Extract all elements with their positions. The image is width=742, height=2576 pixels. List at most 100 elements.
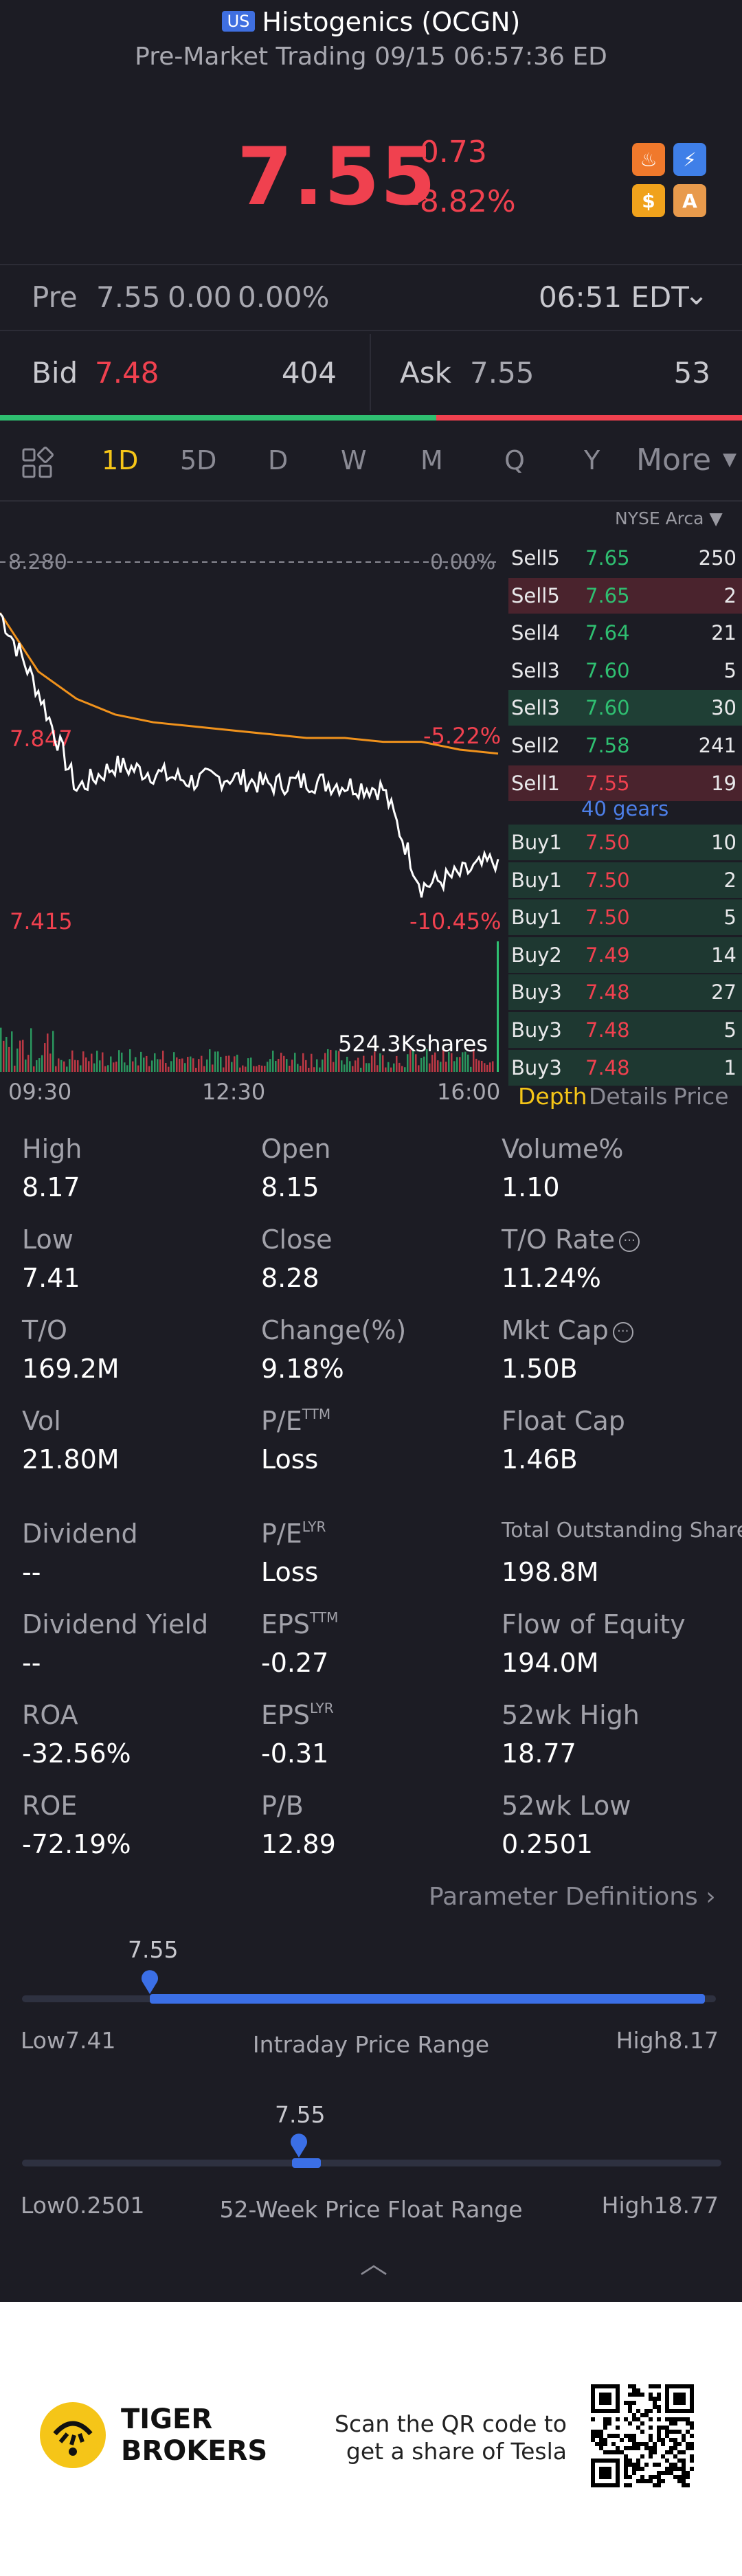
stat-dividend-yield: Dividend Yield -- <box>22 1609 209 1678</box>
volume-bar <box>113 1062 115 1072</box>
stat-52wk-low: 52wk Low 0.2501 <box>502 1791 631 1859</box>
qr-module <box>653 2401 657 2405</box>
qr-module <box>644 2479 649 2483</box>
caret-down-icon[interactable]: ▼ <box>723 449 737 470</box>
volume-bar <box>341 1060 343 1072</box>
tab-price[interactable]: Price <box>673 1083 729 1110</box>
volume-bar <box>371 1055 373 1072</box>
parameter-definitions-link[interactable]: Parameter Definitions › <box>429 1883 716 1911</box>
tab-5d[interactable]: 5D <box>180 445 217 475</box>
intraday-chart[interactable]: 8.280 0.00% 7.847 -5.22% 7.415 -10.45% 5… <box>0 502 508 1106</box>
pre-market-row[interactable]: Pre 7.55 0.00 0.00% 06:51 EDT ⌄ <box>0 268 742 328</box>
layout-grid-icon[interactable] <box>21 447 54 486</box>
volume-bar <box>55 1066 57 1072</box>
qr-module <box>603 2421 607 2426</box>
order-book-quantity: 10 <box>711 831 737 854</box>
qr-module <box>640 2475 644 2479</box>
qr-module <box>640 2442 644 2446</box>
volume-bar <box>126 1065 128 1072</box>
chevron-down-icon[interactable]: ⌄ <box>684 278 709 311</box>
qr-module <box>607 2417 611 2421</box>
order-book-depth-bar <box>508 1049 742 1086</box>
scan-instruction: Scan the QR code to get a share of Tesla <box>335 2410 567 2465</box>
volume-bar <box>176 1057 178 1072</box>
qr-module <box>682 2438 686 2442</box>
tab-y[interactable]: Y <box>584 445 600 475</box>
qr-module <box>603 2442 607 2446</box>
qr-code <box>591 2384 694 2487</box>
lightning-icon[interactable]: ⚡ <box>673 143 706 176</box>
order-book-gears[interactable]: 40 gears <box>581 797 669 820</box>
tab-details[interactable]: Details <box>589 1083 668 1110</box>
range-fill <box>292 2158 322 2168</box>
chevron-up-icon[interactable]: ︿ <box>360 2248 387 2280</box>
qr-module <box>636 2459 640 2463</box>
volume-bar <box>451 1053 453 1072</box>
qr-module <box>690 2446 694 2450</box>
qr-module <box>616 2426 620 2430</box>
order-book-quantity: 5 <box>723 1018 737 1042</box>
qr-module <box>628 2483 632 2487</box>
info-icon[interactable]: ··· <box>619 1231 640 1252</box>
market-status: Pre-Market Trading 09/15 06:57:36 ED <box>135 43 607 71</box>
info-icon[interactable]: ··· <box>612 1321 633 1343</box>
qr-module <box>644 2442 649 2446</box>
range-title: Intraday Price Range <box>252 2031 490 2058</box>
volume-bar <box>124 1062 126 1072</box>
qr-module <box>665 2430 669 2434</box>
order-book-level: Sell3 <box>511 658 560 682</box>
qr-module <box>616 2450 620 2454</box>
qr-module <box>673 2421 677 2426</box>
volume-bar <box>431 1055 434 1072</box>
volume-bar <box>44 1043 46 1072</box>
bid-ask-row: Bid 7.48 404 Ask 7.55 53 <box>0 331 742 414</box>
qr-module <box>673 2430 677 2434</box>
stat-total-shares: Total Outstanding Shares 198.8M <box>502 1519 742 1587</box>
venue-selector[interactable]: NYSE Arca ▼ <box>615 508 723 528</box>
volume-bar <box>473 1049 475 1072</box>
volume-bar <box>398 1062 401 1072</box>
tab-depth[interactable]: Depth <box>518 1083 587 1110</box>
tab-more[interactable]: More <box>636 443 712 478</box>
volume-bar <box>110 1056 112 1072</box>
fire-icon[interactable]: ♨ <box>632 143 665 176</box>
volume-bar <box>214 1051 216 1072</box>
pre-change-percent: 0.00% <box>238 280 330 314</box>
qr-module <box>669 2417 673 2421</box>
range-low-text: Low7.41 <box>21 2027 116 2054</box>
pre-price: 7.55 <box>96 280 161 314</box>
range-fill <box>149 1994 705 2004</box>
qr-module <box>632 2401 636 2405</box>
order-book-level: Buy1 <box>511 868 562 892</box>
shield-a-icon[interactable]: A <box>673 184 706 217</box>
dollar-icon[interactable]: $ <box>632 184 665 217</box>
order-book-depth-bar <box>508 765 742 801</box>
volume-bar <box>445 1062 447 1072</box>
qr-module <box>632 2384 636 2388</box>
tab-q[interactable]: Q <box>504 445 525 475</box>
qr-module <box>649 2409 653 2413</box>
tab-m[interactable]: M <box>420 445 443 475</box>
volume-bar <box>327 1049 329 1072</box>
tab-d[interactable]: D <box>268 445 289 475</box>
divider <box>0 330 742 331</box>
order-book-buy-row: Buy3 7.48 27 <box>508 974 742 1011</box>
qr-module <box>669 2450 673 2454</box>
qr-module <box>690 2426 694 2430</box>
qr-module <box>649 2475 653 2479</box>
bid-label: Bid <box>32 356 78 390</box>
qr-finder <box>599 2393 611 2405</box>
order-book-depth-bar <box>508 825 742 860</box>
volume-bar <box>3 1040 5 1072</box>
tab-w[interactable]: W <box>341 445 367 475</box>
qr-module <box>657 2483 661 2487</box>
stat-eps-ttm: EPSTTM -0.27 <box>261 1609 339 1678</box>
qr-module <box>644 2446 649 2450</box>
qr-module <box>657 2434 661 2438</box>
tab-1d[interactable]: 1D <box>102 445 139 475</box>
qr-module <box>636 2426 640 2430</box>
qr-module <box>624 2463 628 2467</box>
qr-module <box>603 2438 607 2442</box>
qr-module <box>665 2417 669 2421</box>
qr-module <box>616 2446 620 2450</box>
